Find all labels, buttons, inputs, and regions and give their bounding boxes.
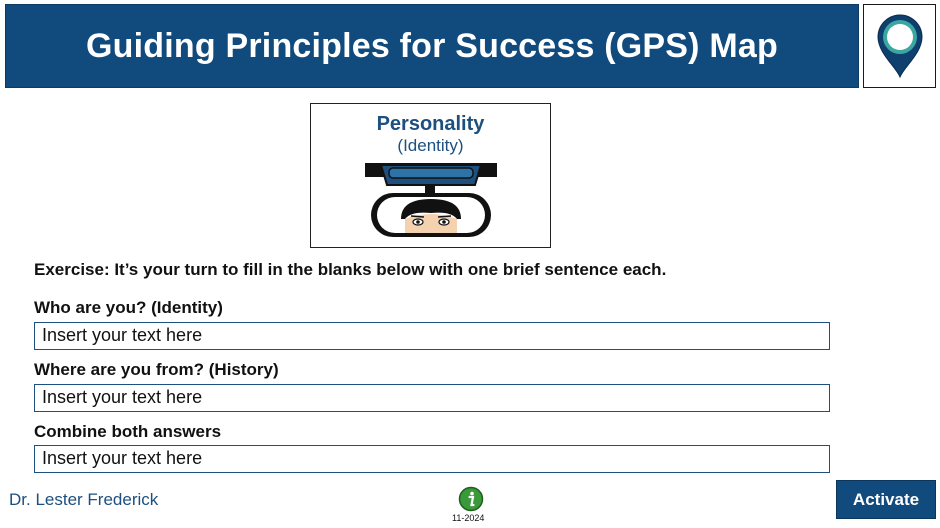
card-subtitle: (Identity): [397, 136, 464, 155]
map-pin-icon: [876, 14, 923, 79]
combined-answer-field[interactable]: Insert your text here: [34, 445, 830, 473]
history-answer-field[interactable]: Insert your text here: [34, 384, 830, 412]
title-banner: Guiding Principles for Success (GPS) Map: [5, 4, 859, 88]
card-title: Personality: [376, 113, 485, 135]
map-pin-box: [863, 4, 936, 88]
question-label-combined: Combine both answers: [34, 422, 222, 441]
info-icon[interactable]: [458, 486, 484, 517]
personality-card: Personality (Identity): [310, 103, 551, 248]
question-label-history: Where are you from? (History): [34, 360, 279, 379]
activate-button[interactable]: Activate: [836, 480, 936, 519]
author-name: Dr. Lester Frederick: [9, 490, 159, 509]
question-label-identity: Who are you? (Identity): [34, 298, 223, 317]
page-title: Guiding Principles for Success (GPS) Map: [86, 26, 778, 65]
identity-answer-field[interactable]: Insert your text here: [34, 322, 830, 350]
rearview-mirror-illustration: [365, 163, 497, 237]
date-label: 11-2024: [452, 513, 485, 523]
exercise-instructions: Exercise: It’s your turn to fill in the …: [34, 260, 667, 279]
